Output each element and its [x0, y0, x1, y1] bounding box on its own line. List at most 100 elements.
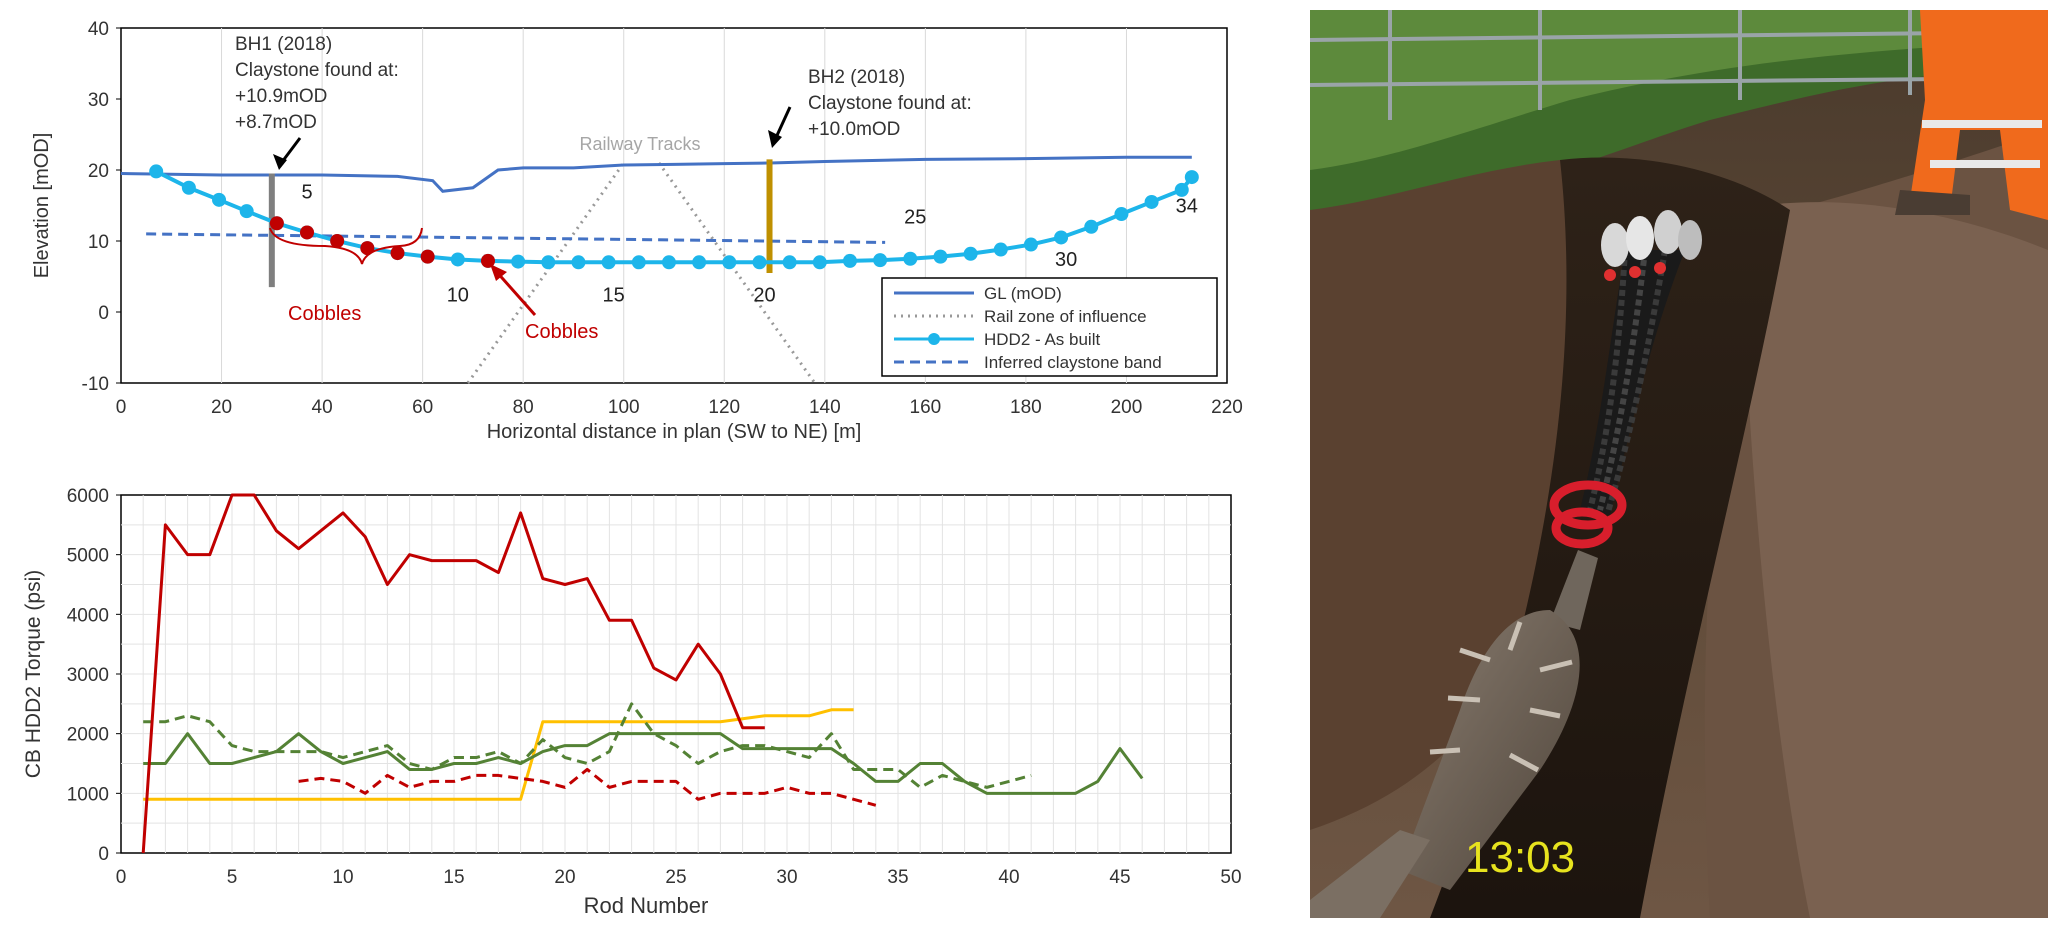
hdd2-point — [1054, 230, 1069, 245]
hdd2-point — [239, 204, 254, 219]
y-tick-label: 3000 — [67, 665, 109, 686]
x-tick-label: 160 — [910, 397, 942, 418]
hdd2-point — [842, 253, 857, 268]
x-tick-label: 10 — [332, 867, 353, 888]
rod-number-label: 20 — [753, 284, 775, 306]
hdd2-point — [752, 255, 767, 270]
hdd2-point — [601, 255, 616, 270]
cobbles-point — [390, 246, 405, 261]
legend-label: GL (mOD) — [984, 284, 1062, 303]
y-tick-label: 10 — [88, 232, 109, 253]
torque-series-line — [141, 493, 765, 854]
hdd2-point — [812, 255, 827, 270]
bh1-annotation-line: BH1 (2018) — [235, 34, 332, 55]
torque-series-line — [143, 732, 1144, 795]
site-photo: 13:03 — [1309, 10, 2048, 918]
hdd2-point — [511, 254, 526, 269]
legend-label: Rail zone of influence — [984, 307, 1147, 326]
x-tick-label: 100 — [608, 397, 640, 418]
torque-series-line — [143, 702, 1032, 789]
cobbles-point — [360, 241, 375, 256]
hdd2-point — [1174, 182, 1189, 197]
hdd2-point — [181, 180, 196, 195]
y-tick-label: 0 — [98, 844, 109, 865]
bh1-arrowhead — [273, 154, 287, 170]
rail-zone-line — [657, 162, 816, 384]
bh2-arrowhead — [768, 130, 782, 148]
hdd2-point — [661, 255, 676, 270]
worker — [1895, 10, 2048, 220]
hdd2-point — [541, 255, 556, 270]
hdd2-point — [873, 253, 888, 268]
cobbles-point — [300, 225, 315, 240]
shackle — [1549, 480, 1627, 549]
y-tick-label: 6000 — [67, 486, 109, 507]
reamer — [1400, 610, 1580, 890]
x-tick-label: 200 — [1111, 397, 1143, 418]
hdd2-point — [212, 192, 227, 207]
rod-number-label: 5 — [301, 181, 312, 203]
hdd2-point — [903, 251, 918, 266]
cobbles-arrow — [493, 269, 537, 316]
cobbles-point — [269, 216, 284, 231]
hdd2-point — [450, 252, 465, 267]
rail-zone-line — [466, 162, 625, 384]
x-tick-label: 0 — [116, 397, 127, 418]
torque-series-line — [143, 708, 854, 801]
hdd2-point — [722, 255, 737, 270]
hdd2-point — [1114, 207, 1129, 222]
y-tick-label: 40 — [88, 19, 109, 40]
y-axis-label: CB HDD2 Torque (psi) — [22, 570, 45, 779]
hdd2-point — [1023, 237, 1038, 252]
bh1-annotation-line: +10.9mOD — [235, 86, 327, 107]
x-tick-label: 220 — [1211, 397, 1243, 418]
hdd2-point — [1084, 219, 1099, 234]
rod-number-label: 34 — [1176, 196, 1198, 218]
x-tick-label: 60 — [412, 397, 433, 418]
hdd2-point — [631, 255, 646, 270]
hdd2-point — [149, 164, 164, 179]
bh1-annotation-line: +8.7mOD — [235, 112, 317, 133]
x-tick-label: 25 — [665, 867, 686, 888]
y-axis-label: Elevation [mOD] — [31, 133, 53, 279]
hdd2-point — [963, 246, 978, 261]
x-tick-label: 50 — [1220, 867, 1241, 888]
bh2-annotation-line: BH2 (2018) — [808, 67, 905, 88]
x-tick-label: 40 — [312, 397, 333, 418]
y-tick-label: 20 — [88, 161, 109, 182]
legend-marker — [928, 333, 940, 345]
torque-chart: 0 5 10 15 20 25 30 35 40 45 50 0 1000 2000 3000 4000 500… — [22, 486, 1242, 918]
railway-tracks-label: Railway Tracks — [579, 134, 700, 154]
y-tick-label: 5000 — [67, 546, 109, 567]
x-tick-label: 140 — [809, 397, 841, 418]
cobbles-label-2: Cobbles — [525, 321, 598, 343]
x-tick-label: 15 — [443, 867, 464, 888]
x-tick-label: 45 — [1109, 867, 1130, 888]
bh1-annotation-line: Claystone found at: — [235, 60, 399, 81]
y-tick-label: 4000 — [67, 605, 109, 626]
x-tick-label: 5 — [227, 867, 238, 888]
legend-label: HDD2 - As built — [984, 330, 1100, 349]
x-tick-label: 35 — [887, 867, 908, 888]
x-axis-label: Horizontal distance in plan (SW to NE) [… — [487, 421, 862, 443]
cobbles-point — [480, 253, 495, 268]
bh2-annotation-line: +10.0mOD — [808, 119, 900, 140]
ground-level-line — [120, 155, 1192, 193]
cobbles-arrowhead — [490, 264, 507, 281]
x-tick-label: 0 — [116, 867, 127, 888]
claystone-band-line — [146, 232, 886, 244]
y-tick-label: -10 — [82, 374, 109, 395]
y-tick-label: 30 — [88, 90, 109, 111]
x-tick-label: 40 — [998, 867, 1019, 888]
hdd2-point — [1184, 170, 1199, 185]
hdd2-point — [933, 249, 948, 264]
elevation-profile-chart: 0 20 40 60 80 100 120 140 160 180 200 220 -10 0 10 20 30… — [31, 19, 1243, 443]
x-tick-label: 80 — [513, 397, 534, 418]
x-tick-label: 20 — [554, 867, 575, 888]
cobbles-brace — [269, 227, 423, 265]
legend-label: Inferred claystone band — [984, 353, 1162, 372]
hdd2-point — [571, 255, 586, 270]
x-tick-label: 120 — [708, 397, 740, 418]
cable-bundle — [1580, 210, 1702, 515]
